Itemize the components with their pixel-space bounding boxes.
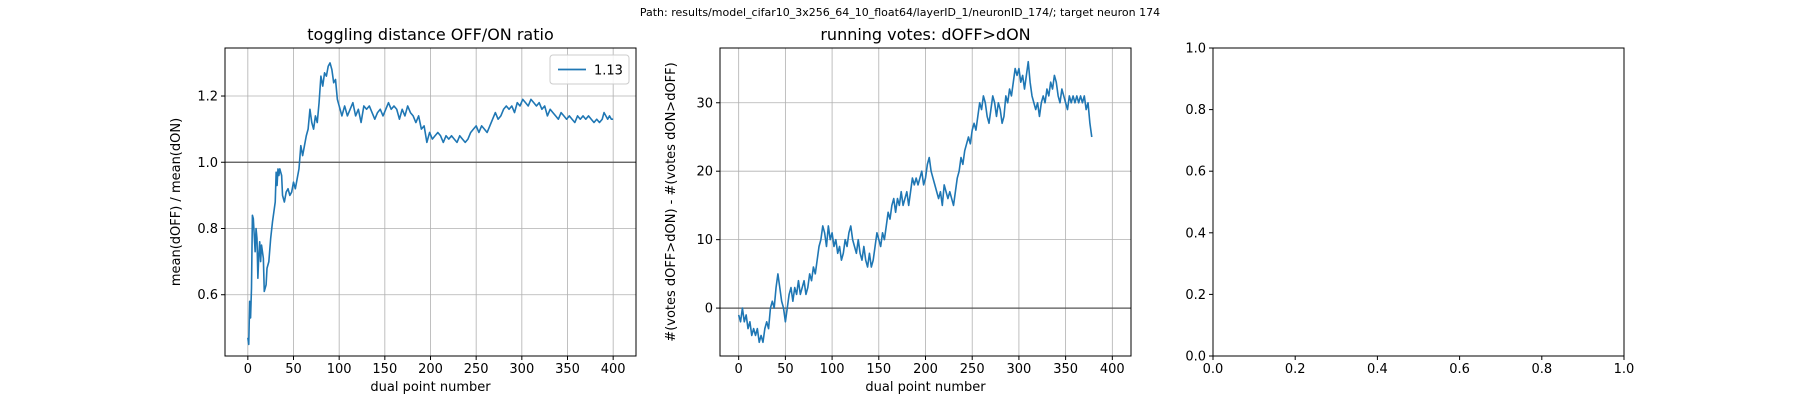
x-tick-label: 250 (464, 362, 489, 377)
y-axis-label: #(votes dOFF>dON) - #(votes dON>dOFF) (664, 62, 679, 341)
x-tick-label: 0 (244, 362, 252, 377)
x-tick-label: 100 (327, 362, 352, 377)
y-axis-label: mean(dOFF) / mean(dON) (169, 118, 184, 286)
y-tick-label: 0.6 (197, 288, 218, 303)
x-tick-label: 0 (735, 362, 743, 377)
y-tick-label: 20 (696, 165, 713, 180)
y-tick-label: 0.8 (1185, 103, 1206, 118)
y-tick-label: 0.6 (1185, 165, 1206, 180)
y-tick-label: 0.4 (1185, 226, 1206, 241)
x-tick-label: 400 (601, 362, 626, 377)
x-tick-label: 300 (509, 362, 534, 377)
y-tick-label: 1.2 (197, 90, 218, 105)
subplot-title: running votes: dOFF>dON (820, 25, 1030, 44)
x-tick-label: 0.2 (1285, 362, 1306, 377)
y-tick-label: 0.8 (197, 222, 218, 237)
legend-box (549, 54, 630, 85)
subplot-votes: 0 50 100 150 200 250 300 350 400 0 10 20 30 running v… (664, 25, 1132, 395)
x-tick-label: 0.0 (1203, 362, 1224, 377)
y-tick-label: 0.0 (1185, 350, 1206, 365)
x-axis-label: dual point number (865, 380, 986, 395)
y-tick-label: 30 (696, 96, 713, 111)
y-tick-label: 1.0 (197, 156, 218, 171)
x-tick-label: 50 (777, 362, 794, 377)
series-line (247, 62, 614, 346)
x-tick-label: 200 (418, 362, 443, 377)
x-tick-label: 150 (866, 362, 891, 377)
legend: 1.13 (549, 54, 630, 85)
x-tick-label: 50 (285, 362, 302, 377)
y-tick-label: 1.0 (1185, 42, 1206, 57)
x-tick-label: 150 (372, 362, 397, 377)
subplot-title: toggling distance OFF/ON ratio (307, 25, 553, 44)
subplot-ratio: 0 50 100 150 200 250 300 350 400 0.6 0.8 1.0 1.2 togg… (169, 25, 637, 395)
x-tick-label: 350 (1053, 362, 1078, 377)
x-tick-label: 250 (960, 362, 985, 377)
series-line (737, 60, 1093, 344)
x-tick-label: 1.0 (1614, 362, 1635, 377)
y-tick-label: 10 (696, 233, 713, 248)
figure-suptitle: Path: results/model_cifar10_3x256_64_10_… (640, 6, 1160, 19)
x-tick-label: 300 (1006, 362, 1031, 377)
x-tick-label: 0.4 (1367, 362, 1388, 377)
x-tick-label: 200 (913, 362, 938, 377)
x-tick-label: 0.8 (1531, 362, 1552, 377)
subplot-empty: 0.0 0.2 0.4 0.6 0.8 1.0 0.0 0.2 0.4 0.6 0.8 1.0 (1185, 42, 1634, 378)
x-tick-label: 350 (555, 362, 580, 377)
x-tick-label: 100 (820, 362, 845, 377)
axes-frame (1212, 47, 1625, 357)
x-axis-label: dual point number (370, 380, 491, 395)
x-tick-label: 400 (1100, 362, 1125, 377)
y-tick-label: 0 (705, 302, 713, 317)
legend-label: 1.13 (594, 64, 623, 79)
y-tick-label: 0.2 (1185, 288, 1206, 303)
x-tick-label: 0.6 (1449, 362, 1470, 377)
